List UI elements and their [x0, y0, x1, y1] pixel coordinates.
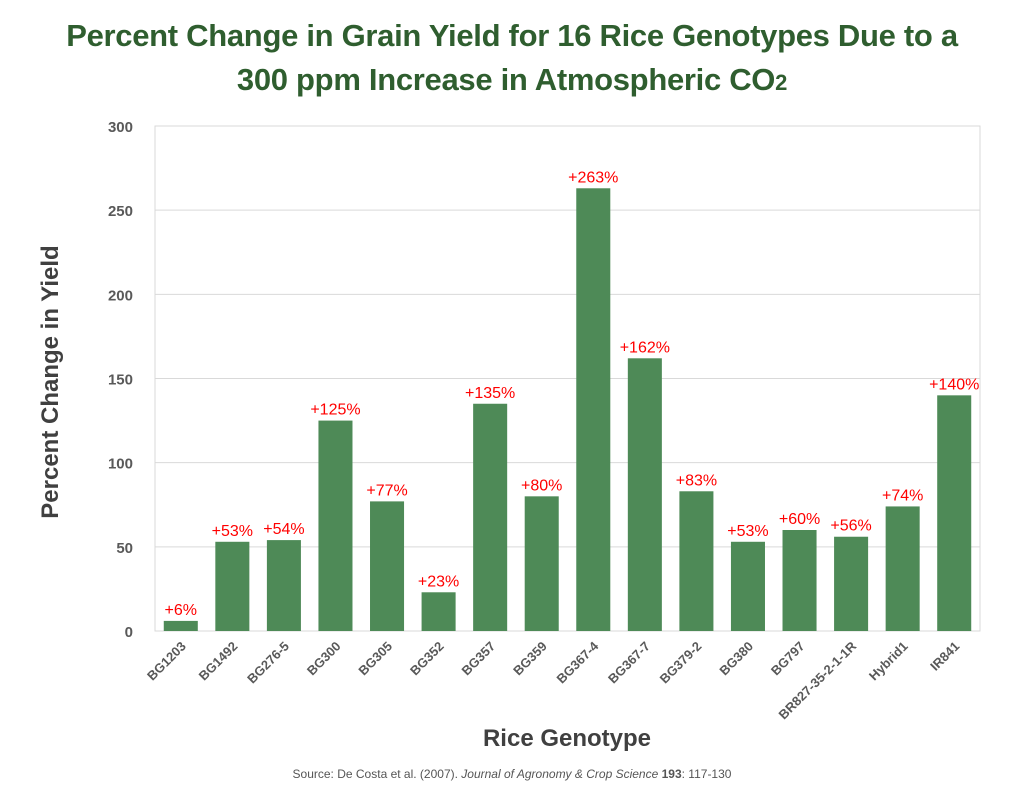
y-tick-label: 250 — [108, 203, 133, 220]
y-tick-label: 300 — [108, 119, 133, 136]
x-tick-label: BG300 — [304, 639, 344, 679]
chart-title: Percent Change in Grain Yield for 16 Ric… — [0, 14, 1024, 105]
bar — [215, 541, 250, 631]
data-label: +135% — [465, 385, 515, 402]
x-tick-label: BG367-7 — [605, 639, 653, 687]
y-tick-label: 0 — [125, 624, 133, 641]
bar — [937, 395, 972, 631]
data-labels: +6% +53% +54% +125% +77% +23% +135% +80% +263% +1… — [165, 169, 980, 619]
x-tick-label: BG797 — [768, 639, 808, 679]
data-label: +74% — [882, 487, 923, 504]
y-tick-label: 50 — [116, 540, 133, 557]
x-tick-label: BG379-2 — [657, 639, 705, 687]
data-label: +263% — [568, 169, 618, 186]
y-tick-label: 200 — [108, 287, 133, 304]
y-axis-label: Percent Change in Yield — [37, 245, 64, 518]
plot-area-border — [154, 125, 981, 632]
x-tick-label: BG305 — [355, 639, 395, 679]
chart-title-line1: Percent Change in Grain Yield for 16 Ric… — [66, 18, 958, 53]
bar — [885, 506, 920, 631]
source-pages: : 117-130 — [681, 767, 732, 781]
data-label: +60% — [779, 511, 820, 528]
source-volume: 193 — [658, 767, 682, 781]
x-tick-label: BG380 — [716, 639, 756, 679]
y-axis-ticks: 0 50 100 150 200 250 300 — [108, 119, 133, 641]
y-tick-label: 150 — [108, 372, 133, 389]
bar — [370, 501, 405, 631]
y-tick-label: 100 — [108, 456, 133, 473]
bar — [679, 491, 714, 631]
x-tick-label: BG352 — [407, 639, 447, 679]
data-label: +23% — [418, 573, 459, 590]
x-tick-label: Hybrid1 — [866, 639, 911, 684]
x-tick-label: BG367-4 — [553, 638, 601, 686]
data-label: +80% — [521, 477, 562, 494]
x-axis-ticks: BG1203 BG1492 BG276-5 BG300 BG305 BG352 BG357 B… — [144, 638, 962, 722]
bar — [627, 358, 662, 631]
data-label: +53% — [212, 523, 253, 540]
bar — [266, 540, 301, 631]
data-label: +83% — [676, 472, 717, 489]
x-tick-label: BG359 — [510, 639, 550, 679]
bar — [576, 188, 611, 632]
data-label: +162% — [620, 339, 670, 356]
x-tick-label: BG276-5 — [244, 639, 292, 687]
source-citation: Source: De Costa et al. (2007). Journal … — [0, 767, 1024, 781]
bar — [473, 403, 508, 631]
x-tick-label: BG1203 — [144, 639, 189, 684]
data-label: +6% — [165, 602, 197, 619]
bars — [163, 188, 972, 632]
bar — [834, 536, 869, 631]
data-label: +53% — [727, 523, 768, 540]
x-axis-label: Rice Genotype — [483, 725, 651, 752]
bar — [782, 530, 817, 631]
data-label: +56% — [830, 518, 871, 535]
source-journal: Journal of Agronomy & Crop Science — [461, 767, 659, 781]
bar — [318, 420, 353, 631]
x-tick-label: IR841 — [927, 639, 962, 674]
data-label: +125% — [310, 402, 360, 419]
chart-title-line2-main: 300 ppm Increase in Atmospheric CO — [236, 62, 776, 97]
data-label: +140% — [929, 376, 979, 393]
data-label: +77% — [366, 482, 407, 499]
bar — [730, 541, 765, 631]
data-label: +54% — [263, 521, 304, 538]
x-tick-label: BG1492 — [196, 639, 241, 684]
source-prefix: Source: De Costa et al. (2007). — [292, 767, 462, 781]
chart-title-subscript: 2 — [775, 70, 788, 95]
x-tick-label: BG357 — [459, 639, 499, 679]
bar — [163, 620, 198, 631]
chart-title-line2: 300 ppm Increase in Atmospheric CO2 — [0, 58, 1024, 105]
bar — [421, 592, 456, 631]
bar — [524, 496, 559, 631]
